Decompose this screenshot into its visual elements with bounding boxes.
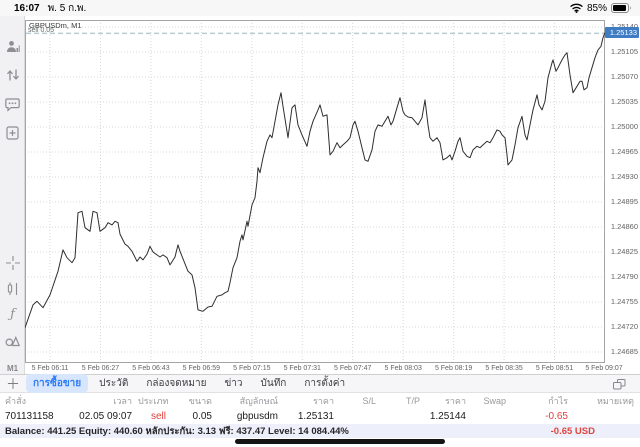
new-order-icon[interactable] xyxy=(0,126,25,140)
tab-mailbox[interactable]: กล่องจดหมาย xyxy=(146,378,207,389)
home-indicator[interactable] xyxy=(235,439,445,444)
order-time: 02.05 09:07 xyxy=(79,410,132,422)
col-type: ประเภท xyxy=(138,395,169,406)
price-axis-label: 1.25035 xyxy=(610,97,638,106)
price-axis-label: 1.24965 xyxy=(610,147,638,156)
account-summary-bar: Balance: 441.25 Equity: 440.60 หลักประกั… xyxy=(0,424,640,438)
order-id: 701131158 xyxy=(5,410,54,422)
time-axis-label: 5 Feb 07:15 xyxy=(233,365,271,372)
tab-settings[interactable]: การตั้งค่า xyxy=(304,378,346,389)
col-time: เวลา xyxy=(113,395,132,406)
account-icon[interactable] xyxy=(0,40,25,54)
col-order: คำสั่ง xyxy=(5,395,26,406)
time-axis-label: 5 Feb 06:27 xyxy=(81,365,120,372)
time-axis-label: 5 Feb 06:59 xyxy=(182,365,221,372)
time-axis-label: 5 Feb 09:07 xyxy=(585,365,623,372)
order-price: 1.25144 xyxy=(429,410,466,422)
battery-percent: 85% xyxy=(586,2,607,14)
price-chart[interactable] xyxy=(25,20,605,363)
price-axis-label: 1.24895 xyxy=(610,197,638,206)
order-size: 0.05 xyxy=(192,410,212,422)
battery-icon xyxy=(611,3,632,13)
position-line-label: sell 0.05 xyxy=(28,27,55,34)
chart-canvas[interactable] xyxy=(25,20,605,363)
order-type: sell xyxy=(150,410,166,422)
col-sl: S/L xyxy=(362,395,376,406)
position-row[interactable]: 701131158 02.05 09:07 sell 0.05 gbpusdm … xyxy=(0,408,640,424)
status-bar: 16:07 พ. 5 ก.พ. 85% xyxy=(0,0,640,16)
sidebar: ƒ M1 xyxy=(0,16,25,374)
price-axis-label: 1.25105 xyxy=(610,47,638,56)
chat-icon[interactable] xyxy=(0,98,25,112)
order-open-price: 1.25131 xyxy=(297,410,334,422)
account-summary: Balance: 441.25 Equity: 440.60 หลักประกั… xyxy=(5,425,349,437)
price-axis-label: 1.24790 xyxy=(610,272,638,281)
bottom-tab-bar: ＋ การซื้อขาย ประวัติ กล่องจดหมาย ข่าว บั… xyxy=(0,374,640,393)
time-axis-label: 5 Feb 08:03 xyxy=(384,365,422,372)
col-symbol: สัญลักษณ์ xyxy=(239,395,278,406)
col-profit: กำไร xyxy=(548,395,568,406)
time-axis: 5 Feb 06:11 5 Feb 06:27 5 Feb 06:43 5 Feb 0… xyxy=(25,364,640,374)
wifi-icon xyxy=(570,3,583,13)
date: พ. 5 ก.พ. xyxy=(47,2,87,14)
time-axis-label: 5 Feb 08:51 xyxy=(535,365,574,372)
order-symbol: gbpusdm xyxy=(236,410,278,422)
price-line xyxy=(25,32,605,328)
total-profit: -0.65 USD xyxy=(550,425,595,437)
tab-history[interactable]: ประวัติ xyxy=(99,378,129,389)
price-axis-label: 1.24685 xyxy=(610,347,638,356)
chart-symbol-label: GBPUSDm, M1 xyxy=(29,21,82,30)
time-axis-label: 5 Feb 06:43 xyxy=(132,365,170,372)
time-axis-label: 5 Feb 07:31 xyxy=(283,365,321,372)
window-layout-icon[interactable] xyxy=(613,379,626,390)
price-axis: 1.251401.251051.250701.250351.250001.249… xyxy=(605,16,640,374)
col-swap: Swap xyxy=(483,395,506,406)
time-axis-label: 5 Feb 08:35 xyxy=(485,365,523,372)
time-axis-label: 5 Feb 07:47 xyxy=(334,365,372,372)
tab-news[interactable]: ข่าว xyxy=(224,378,243,389)
current-price-tag: 1.25133 xyxy=(605,26,639,38)
timeframe-button[interactable]: M1 xyxy=(6,364,19,373)
price-axis-label: 1.24720 xyxy=(610,322,638,331)
clock: 16:07 xyxy=(14,2,40,14)
tab-trade[interactable]: การซื้อขาย xyxy=(26,374,89,393)
price-axis-label: 1.25000 xyxy=(610,122,638,131)
order-profit: -0.65 xyxy=(545,410,568,422)
price-axis-label: 1.24930 xyxy=(610,172,638,181)
objects-icon[interactable] xyxy=(0,334,25,347)
tab-journal[interactable]: บันทึก xyxy=(260,378,287,389)
price-axis-label: 1.24755 xyxy=(610,297,638,306)
time-axis-label: 5 Feb 06:11 xyxy=(31,365,69,372)
col-price: ราคา xyxy=(445,395,466,406)
time-axis-label: 5 Feb 08:19 xyxy=(434,365,473,372)
col-size: ขนาด xyxy=(188,395,212,406)
price-axis-label: 1.24825 xyxy=(610,247,638,256)
indicators-icon[interactable] xyxy=(0,282,25,296)
price-axis-label: 1.24860 xyxy=(610,222,638,231)
trade-arrows-icon[interactable] xyxy=(0,68,25,82)
functions-icon[interactable]: ƒ xyxy=(10,307,15,322)
chart-border xyxy=(25,20,605,363)
crosshair-icon[interactable] xyxy=(0,256,25,270)
orders-table-header: คำสั่ง เวลา ประเภท ขนาด สัญลักษณ์ ราคา S… xyxy=(0,393,640,408)
col-note: หมายเหตุ xyxy=(596,395,634,406)
price-axis-label: 1.25070 xyxy=(610,72,638,81)
col-open-price: ราคา xyxy=(313,395,334,406)
col-tp: T/P xyxy=(405,395,420,406)
add-button[interactable]: ＋ xyxy=(6,375,20,392)
